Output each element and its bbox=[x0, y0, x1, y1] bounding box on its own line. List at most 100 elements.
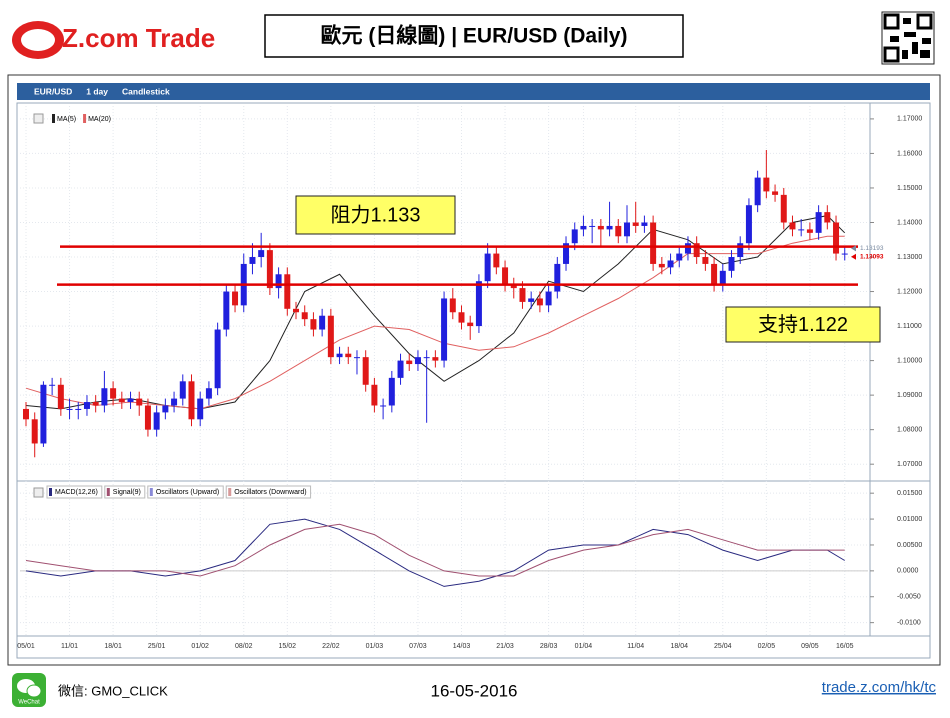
candle-body bbox=[737, 243, 744, 258]
y-tick-label: 1.16000 bbox=[897, 150, 922, 157]
link[interactable]: trade.z.com/hk/tc bbox=[822, 679, 937, 696]
last-price-label: 1.13093 bbox=[860, 254, 884, 261]
legend-label: MA(20) bbox=[88, 116, 111, 123]
candle-body bbox=[171, 398, 178, 406]
candle-body bbox=[197, 398, 204, 420]
candle-body bbox=[23, 408, 29, 420]
x-tick-label: 01/04 bbox=[575, 643, 593, 650]
wechat-id: 微信: GMO_CLICK bbox=[58, 683, 168, 698]
candle-body bbox=[772, 191, 779, 195]
candle-body bbox=[693, 243, 700, 258]
annotation-box bbox=[725, 306, 881, 343]
y-tick-label: 1.17000 bbox=[897, 116, 922, 123]
candle-body bbox=[101, 388, 108, 406]
candle-body bbox=[327, 315, 334, 358]
candle-body bbox=[110, 388, 117, 399]
candle-body bbox=[301, 312, 308, 320]
candle-body bbox=[615, 225, 622, 237]
y2-tick-label: -0.0100 bbox=[897, 619, 921, 626]
candle-body bbox=[684, 243, 691, 254]
candle-body bbox=[49, 384, 56, 386]
candle-body bbox=[589, 225, 596, 227]
candle-body bbox=[580, 225, 587, 230]
y2-tick-label: 0.00500 bbox=[897, 542, 922, 549]
candle-body bbox=[641, 222, 648, 226]
y-tick-label: 1.07000 bbox=[897, 461, 922, 468]
candle-body bbox=[66, 408, 73, 410]
last-price-label: 1.13193 bbox=[860, 245, 884, 252]
candle-body bbox=[719, 270, 726, 285]
x-tick-label: 18/04 bbox=[670, 643, 688, 650]
candle-body bbox=[484, 253, 491, 282]
candle-body bbox=[475, 281, 482, 327]
legend-button bbox=[33, 113, 44, 124]
y2-tick-label: 0.01000 bbox=[897, 516, 922, 523]
candle-body bbox=[545, 291, 552, 306]
last-price-marker bbox=[851, 253, 856, 260]
y-tick-label: 1.15000 bbox=[897, 185, 922, 192]
candle-body bbox=[293, 308, 300, 313]
candle-body bbox=[554, 263, 561, 292]
y2-tick-label: 0.01500 bbox=[897, 490, 922, 497]
candle-body bbox=[136, 398, 143, 406]
candle-body bbox=[205, 388, 212, 399]
x-tick-label: 15/02 bbox=[279, 643, 297, 650]
title-box bbox=[264, 14, 684, 58]
x-tick-label: 11/01 bbox=[61, 643, 78, 650]
wechat-icon-label: WeChat bbox=[18, 700, 40, 706]
candle-body bbox=[371, 384, 378, 406]
y-tick-label: 1.12000 bbox=[897, 288, 922, 295]
x-tick-label: 05/01 bbox=[17, 643, 35, 650]
candle-body bbox=[232, 291, 239, 306]
candle-body bbox=[214, 329, 221, 389]
x-tick-label: 28/03 bbox=[540, 643, 558, 650]
x-tick-label: 14/03 bbox=[453, 643, 471, 650]
candle-body bbox=[153, 412, 160, 430]
candle-body bbox=[676, 253, 683, 261]
candle-body bbox=[92, 402, 99, 406]
candle-body bbox=[319, 315, 326, 330]
legend-swatch bbox=[49, 488, 52, 496]
y2-tick-label: -0.0050 bbox=[897, 594, 921, 601]
macd-line bbox=[25, 523, 845, 577]
x-tick-label: 21/03 bbox=[496, 643, 514, 650]
candle-body bbox=[650, 222, 657, 264]
legend-frame bbox=[46, 485, 103, 499]
toolbar-item: 1 day bbox=[86, 86, 108, 96]
candle-body bbox=[658, 263, 665, 268]
legend-frame bbox=[147, 485, 224, 499]
date: 16-05-2016 bbox=[431, 681, 518, 700]
candle-body bbox=[83, 402, 90, 409]
legend-swatch bbox=[52, 114, 55, 123]
candle-body bbox=[188, 381, 195, 420]
candle-body bbox=[824, 212, 831, 223]
candle-body bbox=[745, 205, 752, 244]
macd-line bbox=[25, 518, 845, 587]
y-tick-label: 1.11000 bbox=[897, 323, 922, 330]
candle-body bbox=[388, 377, 395, 406]
candle-body bbox=[536, 298, 543, 306]
last-price-marker bbox=[851, 245, 856, 252]
candle-body bbox=[519, 288, 526, 302]
legend-swatch bbox=[149, 488, 153, 496]
candle-body bbox=[406, 360, 413, 365]
qr-code bbox=[881, 11, 935, 65]
annotation: 阻力1.133 bbox=[330, 203, 420, 226]
candle-body bbox=[789, 222, 796, 230]
candle-body bbox=[780, 194, 787, 223]
candle-body bbox=[414, 357, 421, 365]
candle-body bbox=[702, 257, 709, 264]
x-tick-label: 11/04 bbox=[627, 643, 644, 650]
candle-body bbox=[144, 405, 151, 430]
candle-body bbox=[127, 398, 134, 403]
candle-body bbox=[571, 229, 578, 244]
candle-body bbox=[606, 225, 613, 230]
legend-label: Signal(9) bbox=[113, 489, 141, 496]
candle-body bbox=[57, 384, 64, 409]
candle-body bbox=[833, 222, 840, 254]
candle-body bbox=[806, 229, 813, 233]
x-tick-label: 22/02 bbox=[322, 643, 340, 650]
x-tick-label: 01/03 bbox=[366, 643, 384, 650]
candle-body bbox=[467, 322, 474, 327]
candle-body bbox=[353, 357, 360, 359]
